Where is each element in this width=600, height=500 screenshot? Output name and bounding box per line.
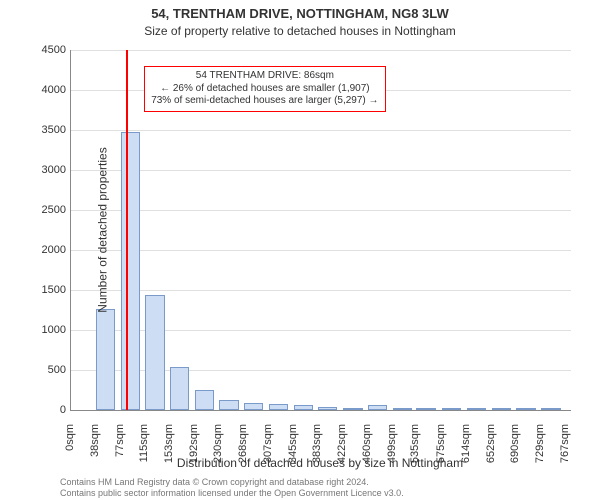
x-tick-label: 268sqm (237, 424, 249, 484)
y-tick-label: 3000 (6, 164, 66, 176)
x-tick-label: 0sqm (64, 424, 76, 484)
histogram-bar (294, 405, 313, 410)
x-tick-label: 652sqm (485, 424, 497, 484)
gridline (71, 130, 571, 131)
footer-line-1: Contains HM Land Registry data © Crown c… (60, 477, 404, 487)
x-tick-label: 535sqm (409, 424, 421, 484)
y-tick-label: 1500 (6, 284, 66, 296)
x-tick-label: 690sqm (509, 424, 521, 484)
y-tick-label: 4000 (6, 84, 66, 96)
histogram-bar (96, 309, 115, 410)
annotation-line-2: ← 26% of detached houses are smaller (1,… (151, 83, 378, 96)
y-tick-label: 4500 (6, 44, 66, 56)
x-tick-label: 77sqm (114, 424, 126, 484)
x-tick-label: 230sqm (212, 424, 224, 484)
histogram-bar (492, 408, 511, 410)
histogram-bar (244, 403, 263, 410)
footer-text: Contains HM Land Registry data © Crown c… (60, 477, 404, 498)
histogram-bar (121, 132, 140, 410)
y-tick-label: 2500 (6, 204, 66, 216)
property-marker-line (126, 50, 128, 410)
gridline (71, 250, 571, 251)
chart-title: 54, TRENTHAM DRIVE, NOTTINGHAM, NG8 3LW (0, 6, 600, 21)
x-tick-label: 383sqm (311, 424, 323, 484)
x-tick-label: 38sqm (89, 424, 101, 484)
x-tick-label: 499sqm (386, 424, 398, 484)
histogram-bar (393, 408, 412, 410)
histogram-bar (318, 407, 337, 410)
histogram-bar (368, 405, 387, 410)
x-tick-label: 307sqm (262, 424, 274, 484)
x-tick-label: 767sqm (559, 424, 571, 484)
histogram-bar (442, 408, 461, 410)
histogram-bar (195, 390, 214, 410)
histogram-bar (343, 408, 362, 410)
y-tick-label: 2000 (6, 244, 66, 256)
y-tick-label: 1000 (6, 324, 66, 336)
y-axis-label-wrap: Number of detached properties (20, 50, 34, 410)
histogram-bar (541, 408, 560, 410)
gridline (71, 50, 571, 51)
histogram-bar (269, 404, 288, 410)
gridline (71, 290, 571, 291)
gridline (71, 210, 571, 211)
x-tick-label: 192sqm (188, 424, 200, 484)
x-tick-label: 115sqm (138, 424, 150, 484)
y-tick-label: 0 (6, 404, 66, 416)
annotation-box: 54 TRENTHAM DRIVE: 86sqm ← 26% of detach… (144, 66, 385, 112)
annotation-line-3: 73% of semi-detached houses are larger (… (151, 95, 378, 108)
x-tick-label: 422sqm (336, 424, 348, 484)
y-tick-label: 500 (6, 364, 66, 376)
x-tick-label: 345sqm (287, 424, 299, 484)
footer-line-2: Contains public sector information licen… (60, 488, 404, 498)
histogram-bar (145, 295, 164, 410)
histogram-bar (219, 400, 238, 410)
histogram-bar (516, 408, 535, 410)
histogram-bar (170, 367, 189, 410)
annotation-line-1: 54 TRENTHAM DRIVE: 86sqm (151, 70, 378, 83)
x-tick-label: 614sqm (460, 424, 472, 484)
x-tick-label: 575sqm (435, 424, 447, 484)
y-axis-label: Number of detached properties (96, 147, 110, 312)
histogram-bar (416, 408, 435, 410)
histogram-bar (467, 408, 486, 410)
x-tick-label: 460sqm (361, 424, 373, 484)
x-tick-label: 153sqm (163, 424, 175, 484)
x-tick-label: 729sqm (534, 424, 546, 484)
gridline (71, 170, 571, 171)
chart-container: 54, TRENTHAM DRIVE, NOTTINGHAM, NG8 3LW … (0, 0, 600, 500)
chart-subtitle: Size of property relative to detached ho… (0, 24, 600, 38)
y-tick-label: 3500 (6, 124, 66, 136)
